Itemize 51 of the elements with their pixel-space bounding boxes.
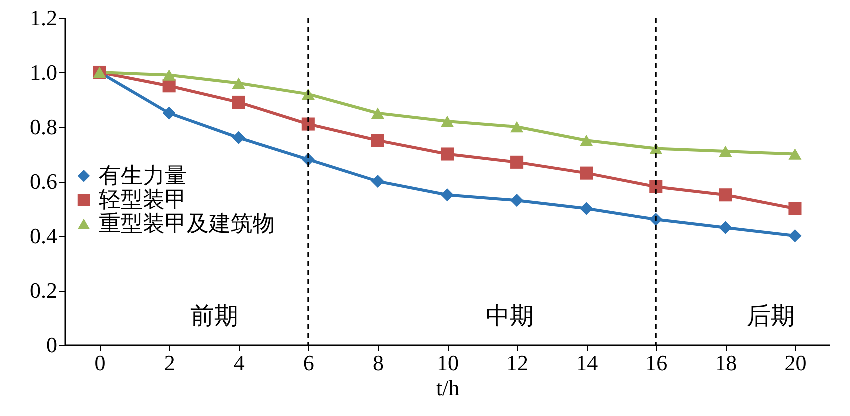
y-tick-label: 1.2: [30, 6, 58, 30]
point: [371, 134, 384, 148]
annotation: 后期: [746, 304, 795, 330]
point: [650, 180, 663, 194]
point: [719, 221, 732, 234]
point: [440, 148, 454, 161]
x-tick-label: 18: [715, 350, 738, 376]
x-tick-label: 0: [94, 350, 106, 376]
x-axis-title: t/h: [436, 376, 460, 400]
point: [510, 156, 524, 169]
point: [162, 70, 176, 81]
point: [371, 108, 384, 120]
y-tick-label: 0.2: [30, 278, 58, 303]
point: [719, 188, 732, 202]
x-tick-label: 8: [372, 350, 384, 376]
point: [580, 134, 594, 146]
point: [232, 96, 246, 109]
point: [302, 118, 315, 131]
x-tick-label: 14: [576, 350, 598, 376]
point: [162, 80, 176, 93]
x-tick-label: 10: [437, 350, 459, 376]
y-tick-label: 1.0: [30, 60, 58, 85]
point: [232, 78, 246, 90]
point: [440, 188, 454, 202]
point: [232, 131, 246, 144]
x-tick-label: 20: [784, 350, 807, 376]
x-tick-label: 4: [234, 350, 245, 376]
point: [162, 106, 176, 120]
y-tick-label: 0.8: [30, 114, 58, 140]
legend-label: 有生力量: [99, 163, 187, 188]
x-tick-label: 12: [506, 350, 529, 376]
legend-label: 重型装甲及建筑物: [99, 211, 275, 236]
x-tick-label: 2: [164, 350, 176, 376]
point: [440, 116, 454, 128]
point: [580, 166, 594, 180]
x-tick-label: 6: [303, 350, 314, 376]
point: [371, 174, 384, 188]
y-tick-label: 0.6: [30, 169, 58, 194]
point: [788, 229, 802, 243]
point: [788, 202, 802, 216]
x-tick-label: 16: [646, 350, 668, 376]
point: [719, 146, 732, 158]
y-tick-label: 0.4: [30, 224, 58, 248]
y-tick-label: 0: [46, 332, 58, 358]
annotation: 中期: [486, 304, 534, 330]
point: [510, 121, 524, 133]
legend-label: 轻型装甲: [99, 187, 187, 212]
point: [510, 194, 524, 208]
point: [788, 148, 802, 160]
point: [580, 202, 594, 216]
annotation: 前期: [190, 304, 239, 330]
